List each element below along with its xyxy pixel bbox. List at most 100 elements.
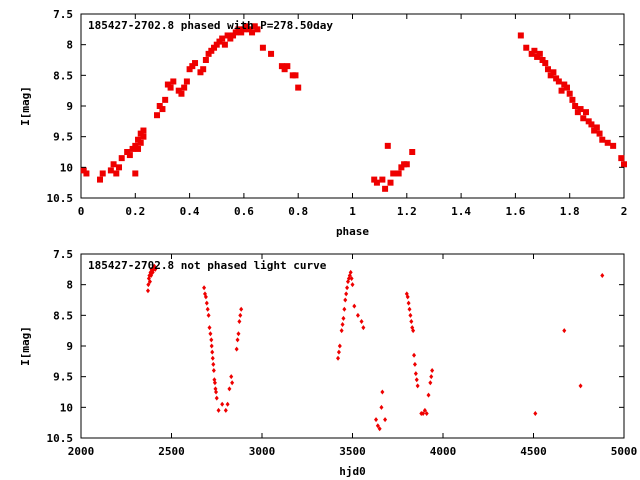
- data-point: [246, 26, 253, 33]
- data-point: [221, 41, 228, 48]
- y-tick-label: 9: [66, 100, 73, 113]
- data-point: [578, 383, 583, 389]
- data-point: [395, 170, 402, 177]
- data-point: [278, 63, 285, 70]
- x-tick-label: 1.4: [451, 205, 471, 218]
- data-point: [129, 145, 136, 152]
- x-tick-label: 3000: [249, 445, 276, 458]
- chart-title: 185427-2702.8 not phased light curve: [88, 259, 327, 272]
- data-point: [206, 312, 211, 318]
- data-point: [284, 63, 291, 70]
- data-point: [118, 155, 125, 162]
- data-point: [577, 106, 584, 113]
- data-point: [349, 276, 354, 282]
- data-point: [113, 170, 120, 177]
- data-point: [204, 300, 209, 306]
- data-point: [175, 87, 182, 94]
- data-point: [234, 346, 239, 352]
- data-point: [216, 38, 223, 45]
- x-tick-label: 0.8: [288, 205, 308, 218]
- data-point: [214, 389, 219, 395]
- data-point: [604, 139, 611, 146]
- data-point: [235, 26, 242, 33]
- data-point: [352, 303, 357, 309]
- x-tick-label: 1.8: [560, 205, 580, 218]
- data-point: [116, 164, 123, 171]
- axis-ticks: 2000 2500 3000 3500 4000 4500 5000 7.5 8 8.5 9 9.5 1…: [47, 248, 638, 458]
- x-axis-label: phase: [336, 225, 369, 238]
- data-point: [421, 410, 426, 416]
- data-point: [371, 176, 378, 183]
- data-point: [189, 63, 196, 70]
- data-point: [618, 155, 625, 162]
- data-point: [208, 331, 213, 337]
- y-tick-label: 10.5: [47, 192, 74, 205]
- data-point: [536, 50, 543, 57]
- x-tick-label: 0.4: [180, 205, 200, 218]
- data-point: [359, 318, 364, 324]
- data-point: [243, 23, 250, 30]
- data-point: [517, 32, 524, 39]
- data-point: [135, 145, 142, 152]
- data-point: [610, 142, 617, 149]
- data-points: [145, 263, 605, 432]
- data-point: [202, 57, 209, 63]
- x-axis-label: hjd0: [339, 465, 366, 478]
- data-point: [214, 395, 219, 401]
- data-point: [107, 167, 114, 174]
- data-point: [355, 312, 360, 318]
- data-point: [345, 285, 350, 291]
- data-point: [342, 306, 347, 312]
- data-point: [230, 32, 237, 39]
- data-point: [582, 109, 589, 116]
- data-point: [585, 118, 592, 125]
- data-point: [414, 377, 419, 383]
- x-tick-label: 3500: [339, 445, 366, 458]
- data-point: [178, 90, 185, 97]
- data-point: [596, 130, 603, 137]
- data-point: [225, 401, 230, 407]
- x-tick-label: 4000: [430, 445, 457, 458]
- data-point: [205, 50, 212, 57]
- data-point: [146, 282, 151, 288]
- data-point: [563, 84, 570, 91]
- data-point: [415, 383, 420, 389]
- data-point: [387, 179, 394, 186]
- y-tick-label: 9.5: [53, 371, 73, 384]
- data-point: [377, 426, 382, 432]
- data-point: [232, 29, 239, 36]
- data-point: [181, 84, 188, 91]
- data-point: [361, 325, 366, 331]
- x-tick-label: 5000: [611, 445, 638, 458]
- data-point: [162, 96, 169, 103]
- data-point: [213, 41, 220, 48]
- data-point: [230, 380, 235, 386]
- data-point: [205, 306, 210, 312]
- data-point: [207, 325, 212, 331]
- data-point: [533, 410, 538, 416]
- data-point: [350, 282, 355, 288]
- data-point: [210, 355, 215, 361]
- data-point: [569, 96, 576, 103]
- data-point: [344, 291, 349, 297]
- data-point: [209, 343, 214, 349]
- y-tick-label: 7.5: [53, 8, 73, 21]
- data-point: [240, 26, 247, 33]
- data-point: [211, 44, 218, 51]
- data-point: [281, 66, 288, 73]
- y-axis-label: I[mag]: [19, 86, 32, 126]
- data-point: [140, 127, 147, 134]
- x-tick-label: 1.6: [505, 205, 525, 218]
- data-point: [588, 121, 595, 128]
- data-point: [343, 297, 348, 303]
- data-point: [562, 328, 567, 334]
- data-point: [379, 404, 384, 410]
- data-point: [159, 106, 166, 113]
- data-point: [553, 75, 560, 82]
- data-point: [340, 322, 345, 328]
- data-point: [203, 294, 208, 300]
- data-point: [341, 315, 346, 321]
- data-point: [192, 60, 199, 67]
- data-point: [132, 170, 139, 177]
